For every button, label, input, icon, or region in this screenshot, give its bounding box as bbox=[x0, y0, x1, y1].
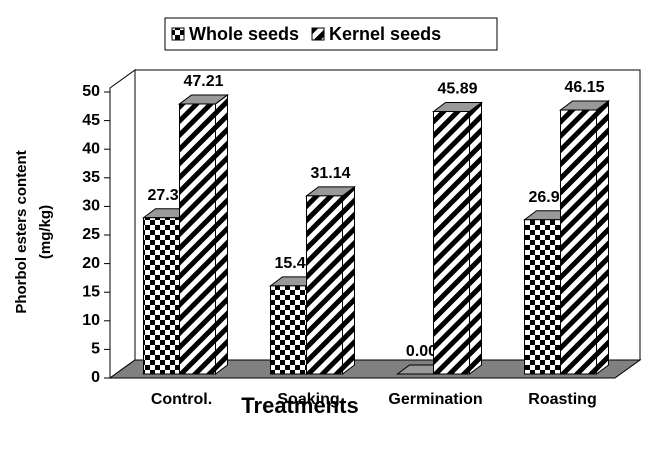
floor bbox=[108, 359, 642, 379]
y-tick-label: 15 bbox=[82, 283, 100, 300]
data-label: 47.21 bbox=[183, 73, 223, 90]
bar-front bbox=[143, 217, 180, 375]
x-tick-label: Roasting bbox=[528, 391, 596, 408]
bar-side bbox=[215, 93, 228, 375]
data-label: 0.00 bbox=[406, 343, 437, 360]
bar bbox=[432, 101, 483, 375]
y-tick-label: 25 bbox=[82, 226, 100, 243]
legend-swatch bbox=[311, 27, 325, 41]
x-axis-title: Treatments bbox=[241, 393, 358, 418]
bar bbox=[178, 93, 229, 375]
y-tick-label: 50 bbox=[82, 83, 100, 100]
data-label: 27.32 bbox=[147, 187, 187, 204]
bar-front bbox=[179, 103, 216, 375]
y-tick-label: 10 bbox=[82, 312, 100, 329]
data-label: 26.97 bbox=[528, 189, 568, 206]
bar-front bbox=[270, 285, 307, 375]
side-wall bbox=[109, 69, 136, 379]
legend-label: Whole seeds bbox=[189, 24, 299, 44]
y-axis-title: (mg/kg) bbox=[37, 205, 54, 259]
data-label: 15.41 bbox=[274, 255, 314, 272]
bar-front bbox=[433, 111, 470, 375]
y-tick-label: 40 bbox=[82, 140, 100, 157]
y-tick-label: 5 bbox=[91, 341, 100, 358]
legend-label: Kernel seeds bbox=[329, 24, 441, 44]
bar-side bbox=[596, 100, 609, 375]
x-tick-label: Control. bbox=[151, 391, 212, 408]
y-tick-label: 0 bbox=[91, 369, 100, 386]
y-tick-label: 35 bbox=[82, 169, 100, 186]
y-tick-label: 45 bbox=[82, 112, 100, 129]
bar-front bbox=[306, 195, 343, 375]
bar bbox=[559, 100, 610, 375]
y-tick-label: 30 bbox=[82, 198, 100, 215]
bar-front bbox=[560, 109, 597, 375]
x-tick-label: Germination bbox=[388, 391, 482, 408]
data-label: 46.15 bbox=[564, 79, 604, 96]
y-axis-title: Phorbol esters content bbox=[13, 150, 30, 313]
legend-swatch bbox=[171, 27, 185, 41]
bar bbox=[305, 185, 356, 375]
data-label: 31.14 bbox=[310, 165, 350, 182]
bar-side bbox=[342, 185, 355, 375]
data-label: 45.89 bbox=[437, 81, 477, 98]
x-tick-label: Soaking bbox=[277, 391, 339, 408]
bar-front bbox=[524, 219, 561, 375]
legend bbox=[164, 17, 498, 51]
y-tick-label: 20 bbox=[82, 255, 100, 272]
bar-side bbox=[469, 101, 482, 375]
